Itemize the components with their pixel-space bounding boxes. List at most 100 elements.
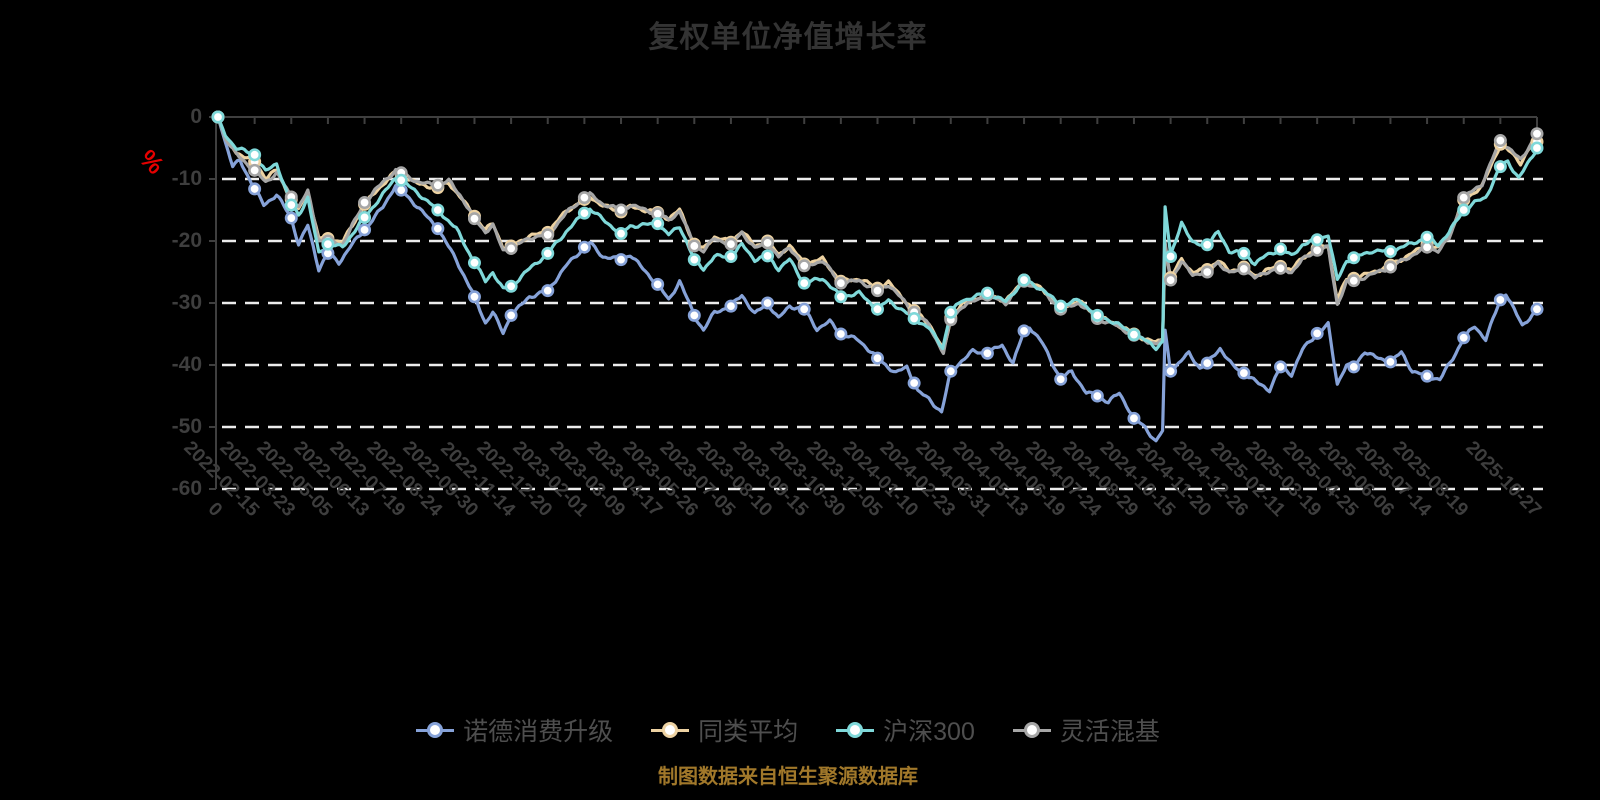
series-marker-flexible-hybrid [687, 239, 701, 253]
series-marker-csi300 [1237, 246, 1251, 260]
series-marker-csi300 [1017, 273, 1031, 287]
series-marker-nord-consumer-upgrade [431, 222, 445, 236]
series-marker-nord-consumer-upgrade [1420, 369, 1434, 383]
series-marker-csi300 [1127, 328, 1141, 342]
legend-item-peer-average[interactable]: 同类平均 [651, 712, 798, 748]
series-marker-flexible-hybrid [1274, 261, 1288, 275]
y-axis-label: -40 [171, 353, 202, 376]
series-marker-nord-consumer-upgrade [248, 182, 262, 196]
series-marker-flexible-hybrid [614, 203, 628, 217]
series-marker-csi300 [358, 210, 372, 224]
series-marker-nord-consumer-upgrade [541, 284, 555, 298]
series-marker-csi300 [284, 198, 298, 212]
series-marker-csi300 [248, 148, 262, 162]
series-marker-nord-consumer-upgrade [577, 240, 591, 254]
series-marker-flexible-hybrid [1347, 274, 1361, 288]
series-marker-csi300 [870, 302, 884, 316]
chart-legend: 诺德消费升级 同类平均 沪深300 灵活混基 [0, 712, 1576, 748]
series-marker-nord-consumer-upgrade [1127, 411, 1141, 425]
series-marker-nord-consumer-upgrade [614, 253, 628, 267]
y-axis-label: -50 [171, 415, 202, 438]
legend-item-nord-consumer-upgrade[interactable]: 诺德消费升级 [416, 712, 613, 748]
series-marker-csi300 [1383, 245, 1397, 259]
y-axis-label: -30 [171, 291, 202, 314]
series-line-flexible-hybrid [216, 115, 1539, 355]
series-marker-flexible-hybrid [761, 236, 775, 250]
series-marker-nord-consumer-upgrade [724, 299, 738, 313]
series-marker-nord-consumer-upgrade [687, 308, 701, 322]
y-axis-label: -60 [171, 477, 202, 500]
series-marker-nord-consumer-upgrade [651, 277, 665, 291]
series-marker-nord-consumer-upgrade [1347, 360, 1361, 374]
series-marker-nord-consumer-upgrade [1493, 293, 1507, 307]
series-marker-csi300 [1054, 299, 1068, 313]
series-marker-nord-consumer-upgrade [467, 290, 481, 304]
series-marker-csi300 [321, 237, 335, 251]
series-marker-flexible-hybrid [1310, 243, 1324, 257]
series-marker-nord-consumer-upgrade [1200, 356, 1214, 370]
series-marker-nord-consumer-upgrade [761, 296, 775, 310]
series-marker-flexible-hybrid [504, 241, 518, 255]
series-marker-flexible-hybrid [797, 259, 811, 273]
series-marker-csi300 [614, 227, 628, 241]
series-marker-flexible-hybrid [724, 237, 738, 251]
series-marker-nord-consumer-upgrade [1090, 389, 1104, 403]
legend-line-marker-icon [836, 722, 875, 738]
series-marker-nord-consumer-upgrade [1017, 324, 1031, 338]
series-marker-nord-consumer-upgrade [1383, 355, 1397, 369]
series-marker-nord-consumer-upgrade [1054, 372, 1068, 386]
series-marker-nord-consumer-upgrade [504, 308, 518, 322]
y-axis-label: -10 [171, 167, 202, 190]
series-marker-csi300 [724, 250, 738, 264]
series-marker-flexible-hybrid [870, 284, 884, 298]
legend-line-marker-icon [651, 722, 690, 738]
series-marker-nord-consumer-upgrade [1274, 360, 1288, 374]
series-marker-csi300 [980, 286, 994, 300]
series-marker-csi300 [761, 249, 775, 263]
legend-item-csi300[interactable]: 沪深300 [836, 712, 975, 748]
legend-line-marker-icon [416, 722, 455, 738]
series-marker-nord-consumer-upgrade [1310, 326, 1324, 340]
series-marker-csi300 [1493, 160, 1507, 174]
series-marker-flexible-hybrid [1493, 134, 1507, 148]
series-marker-csi300 [651, 217, 665, 231]
series-marker-csi300 [907, 311, 921, 325]
series-marker-csi300 [1347, 251, 1361, 265]
series-marker-nord-consumer-upgrade [907, 376, 921, 390]
legend-label: 沪深300 [883, 718, 975, 746]
legend-label: 同类平均 [698, 718, 799, 746]
series-marker-csi300 [834, 290, 848, 304]
series-marker-flexible-hybrid [1530, 127, 1544, 141]
legend-line-marker-icon [1012, 722, 1051, 738]
series-marker-csi300 [541, 246, 555, 260]
series-marker-csi300 [1164, 250, 1178, 264]
legend-label: 诺德消费升级 [463, 718, 614, 746]
series-marker-flexible-hybrid [1200, 265, 1214, 279]
series-marker-nord-consumer-upgrade [1457, 331, 1471, 345]
series-marker-nord-consumer-upgrade [1164, 364, 1178, 378]
series-marker-nord-consumer-upgrade [358, 223, 372, 237]
series-marker-flexible-hybrid [1457, 191, 1471, 205]
series-marker-nord-consumer-upgrade [944, 364, 958, 378]
series-marker-flexible-hybrid [358, 196, 372, 210]
series-marker-csi300 [1420, 230, 1434, 244]
series-marker-flexible-hybrid [1383, 260, 1397, 274]
series-marker-nord-consumer-upgrade [980, 346, 994, 360]
y-axis-label: 0 [190, 105, 202, 128]
series-marker-csi300 [577, 206, 591, 220]
series-marker-flexible-hybrid [248, 163, 262, 177]
series-marker-nord-consumer-upgrade [834, 327, 848, 341]
y-axis-label: -20 [171, 229, 202, 252]
legend-item-flexible-hybrid[interactable]: 灵活混基 [1012, 712, 1160, 748]
series-marker-csi300 [211, 110, 225, 124]
series-marker-csi300 [431, 203, 445, 217]
series-marker-nord-consumer-upgrade [870, 351, 884, 365]
series-marker-flexible-hybrid [577, 191, 591, 205]
series-marker-flexible-hybrid [1237, 262, 1251, 276]
chart-title: 复权单位净值增长率 [648, 21, 928, 54]
series-marker-nord-consumer-upgrade [797, 302, 811, 316]
series-marker-csi300 [1200, 238, 1214, 252]
series-marker-flexible-hybrid [834, 276, 848, 290]
series-marker-csi300 [687, 253, 701, 267]
